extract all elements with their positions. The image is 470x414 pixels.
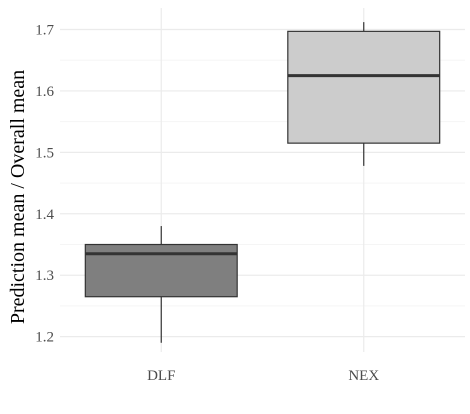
y-tick-label: 1.3 [35, 268, 54, 284]
y-tick-label: 1.4 [35, 207, 54, 223]
x-tick-label: NEX [348, 368, 379, 384]
box-body [287, 30, 441, 144]
y-tick-label: 1.5 [35, 145, 54, 161]
y-tick-label: 1.2 [35, 330, 54, 346]
x-tick-label: DLF [147, 368, 175, 384]
y-tick-label: 1.6 [35, 84, 54, 100]
box-nex [287, 22, 441, 166]
x-tick-labels: DLF NEX [147, 368, 379, 384]
box-dlf [84, 226, 238, 343]
y-tick-labels: 1.2 1.3 1.4 1.5 1.6 1.7 [35, 23, 54, 346]
y-tick-label: 1.7 [35, 23, 54, 39]
boxes [84, 22, 441, 343]
y-axis-title: Prediction mean / Overall mean [7, 70, 29, 324]
